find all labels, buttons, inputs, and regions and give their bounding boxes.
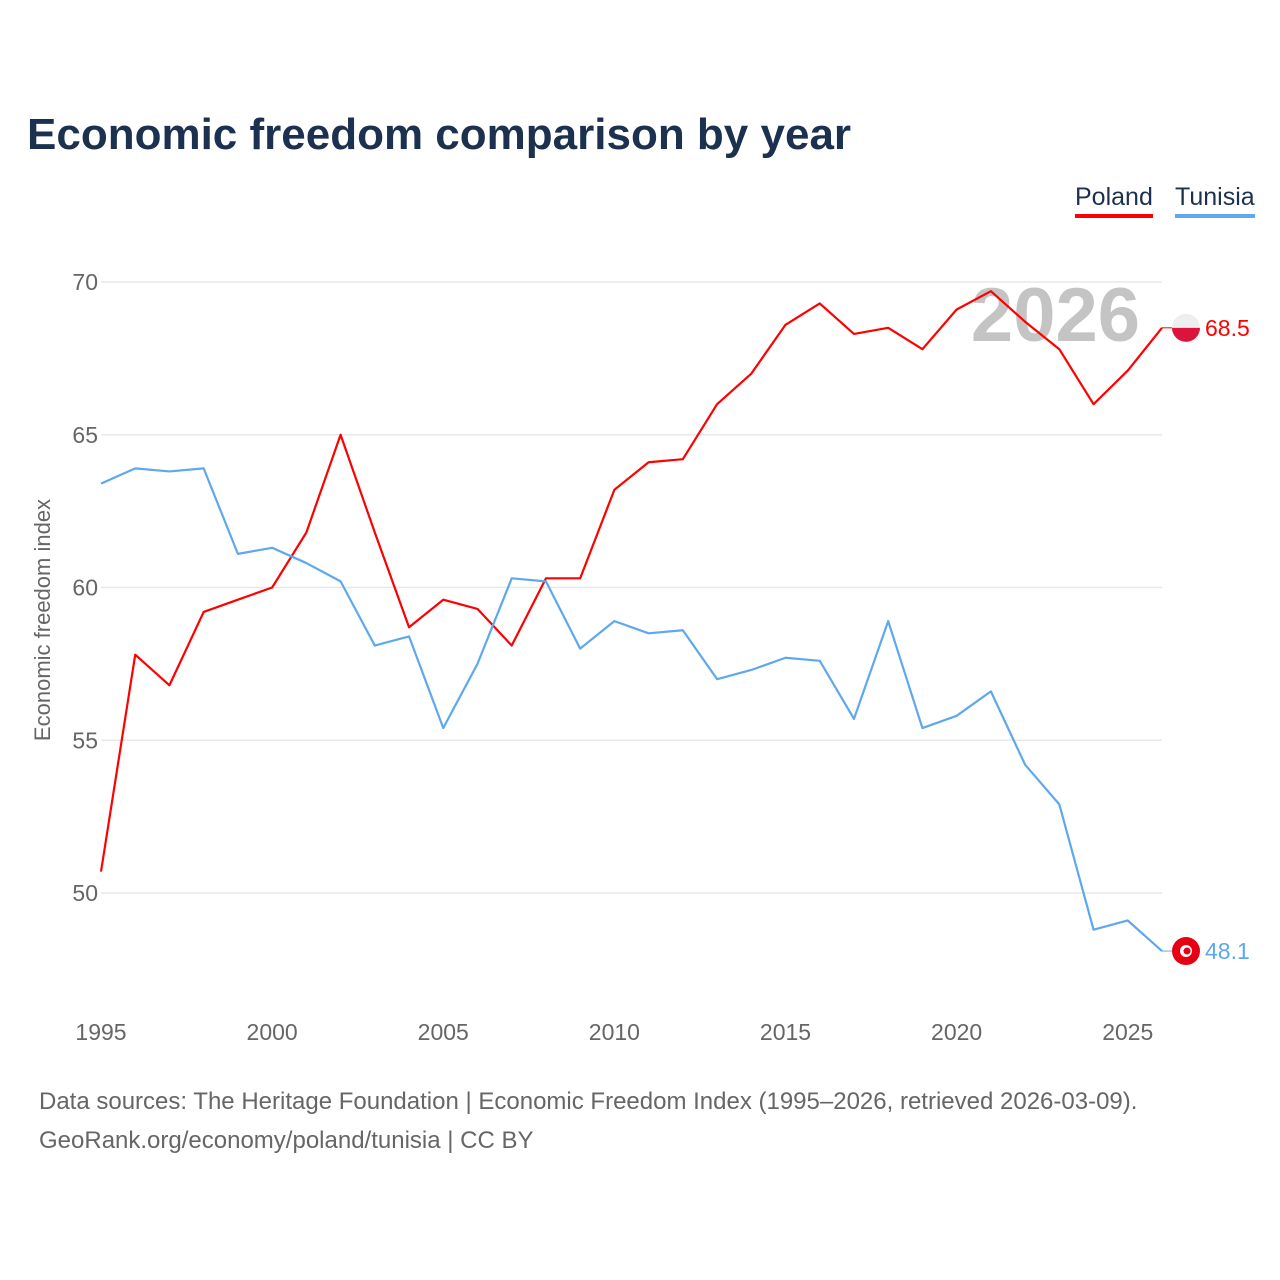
flag-tunisia-icon: [1183, 947, 1191, 955]
source-link[interactable]: GeoRank.org/economy/poland/tunisia | CC …: [39, 1127, 534, 1154]
chart-title: Economic freedom comparison by year: [27, 110, 852, 159]
legend-tunisia[interactable]: Tunisia: [1175, 183, 1255, 218]
y-tick-label: 50: [72, 880, 98, 906]
year-watermark: 2026: [971, 273, 1140, 358]
end-value-label: 68.5: [1205, 315, 1250, 341]
flag-poland-icon: [1172, 327, 1200, 342]
x-tick-label: 2025: [1102, 1019, 1153, 1045]
x-tick-label: 2000: [247, 1019, 298, 1045]
y-tick-label: 55: [72, 727, 98, 753]
y-tick-label: 65: [72, 422, 98, 448]
x-tick-label: 2010: [589, 1019, 640, 1045]
y-axis-label: Economic freedom index: [30, 499, 55, 741]
x-tick-label: 2015: [760, 1019, 811, 1045]
legend-poland[interactable]: Poland: [1075, 183, 1153, 218]
x-tick-label: 2020: [931, 1019, 982, 1045]
x-tick-label: 1995: [75, 1019, 126, 1045]
source-text: Data sources: The Heritage Foundation | …: [39, 1088, 1138, 1115]
y-tick-label: 70: [72, 269, 98, 295]
x-tick-label: 2005: [418, 1019, 469, 1045]
series-line-poland: [99, 290, 1163, 872]
y-tick-label: 60: [72, 575, 98, 601]
series-line-tunisia: [100, 467, 1163, 952]
end-value-label: 48.1: [1205, 938, 1250, 964]
